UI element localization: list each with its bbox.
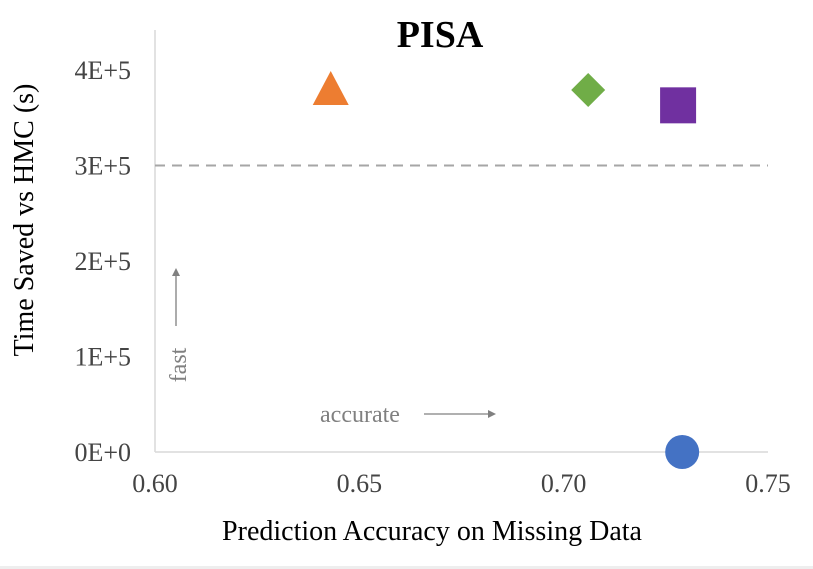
data-points: [312, 71, 700, 469]
accurate-label: accurate: [320, 402, 400, 428]
fast-annotation: fast: [166, 268, 192, 382]
y-tick-label: 0E+0: [74, 438, 131, 467]
x-tick-label: 0.75: [745, 469, 791, 498]
fast-arrow-head: [172, 268, 180, 276]
y-tick-label: 4E+5: [74, 56, 131, 85]
data-point-diamond: [571, 73, 606, 108]
accurate-arrow-head: [488, 410, 496, 418]
accurate-annotation: accurate: [320, 402, 496, 428]
x-axis-label: Prediction Accuracy on Missing Data: [222, 516, 642, 547]
bottom-rule: [0, 566, 813, 569]
x-tick-label: 0.60: [132, 469, 178, 498]
x-tick-labels: 0.60 0.65 0.70 0.75: [132, 469, 791, 498]
y-axis-label: Time Saved vs HMC (s): [9, 84, 40, 357]
y-tick-label: 3E+5: [74, 152, 131, 181]
chart-title: PISA: [397, 14, 484, 56]
data-point-triangle: [312, 71, 349, 106]
x-tick-label: 0.65: [337, 469, 383, 498]
data-point-square: [660, 87, 697, 124]
y-tick-label: 1E+5: [74, 343, 131, 372]
x-tick-label: 0.70: [541, 469, 587, 498]
fast-label: fast: [166, 347, 192, 382]
y-tick-label: 2E+5: [74, 247, 131, 276]
data-point-circle: [665, 435, 700, 469]
y-tick-labels: 0E+0 1E+5 2E+5 3E+5 4E+5: [74, 56, 131, 467]
